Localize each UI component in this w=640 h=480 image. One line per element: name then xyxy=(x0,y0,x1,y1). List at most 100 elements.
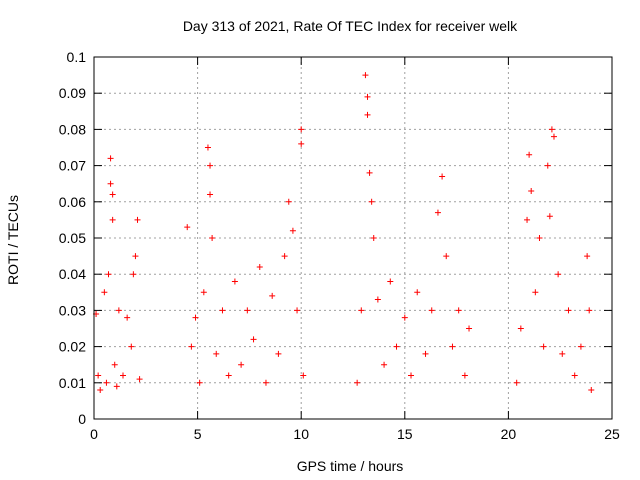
data-point xyxy=(128,343,135,350)
y-tick-label: 0.05 xyxy=(59,230,86,246)
data-point xyxy=(209,235,216,241)
data-point xyxy=(528,187,535,194)
x-tick-label: 0 xyxy=(90,426,98,442)
data-point xyxy=(107,180,114,187)
chart-title: Day 313 of 2021, Rate Of TEC Index for r… xyxy=(183,18,518,34)
data-point xyxy=(524,216,531,223)
data-point xyxy=(546,213,553,220)
data-point xyxy=(455,307,462,314)
y-tick-label: 0.08 xyxy=(59,121,86,137)
data-point xyxy=(362,72,369,79)
data-point xyxy=(584,253,591,260)
data-point xyxy=(231,278,238,285)
data-point xyxy=(105,271,112,278)
data-point xyxy=(196,379,203,386)
grid-lines xyxy=(94,57,612,419)
data-point xyxy=(134,216,141,223)
data-point xyxy=(136,376,143,383)
data-point xyxy=(517,325,524,332)
y-tick-label: 0.09 xyxy=(59,85,86,101)
data-point xyxy=(298,126,305,133)
data-point xyxy=(238,361,245,368)
data-point xyxy=(408,372,415,379)
data-point xyxy=(213,350,220,357)
data-point xyxy=(548,126,555,133)
y-tick-label: 0 xyxy=(78,411,86,427)
data-point xyxy=(532,289,539,296)
y-axis-ticks: 0 0.01 0.02 0.03 0.04 0.05 0.06 0.07 0.08 0.09 0.1 xyxy=(59,49,612,427)
data-point xyxy=(588,387,595,394)
data-point xyxy=(370,235,377,241)
data-point xyxy=(354,379,361,386)
data-point xyxy=(200,289,207,296)
y-tick-label: 0.07 xyxy=(59,158,86,174)
data-point xyxy=(269,292,276,299)
data-point xyxy=(109,191,116,198)
y-tick-label: 0.01 xyxy=(59,375,86,391)
data-point xyxy=(526,151,533,158)
data-point xyxy=(275,350,282,357)
data-point xyxy=(422,350,429,357)
data-point xyxy=(111,361,118,368)
data-point xyxy=(540,343,547,350)
y-tick-label: 0.1 xyxy=(67,49,87,65)
data-point xyxy=(120,372,127,379)
data-point xyxy=(244,307,251,314)
data-point xyxy=(393,343,400,350)
data-point xyxy=(466,325,473,332)
data-point xyxy=(387,278,394,285)
data-point xyxy=(113,383,120,390)
data-point xyxy=(204,144,211,151)
data-point xyxy=(513,379,520,386)
data-point xyxy=(358,307,365,314)
x-tick-label: 5 xyxy=(194,426,202,442)
data-point xyxy=(281,253,288,260)
data-point xyxy=(559,350,566,357)
data-point xyxy=(374,296,381,303)
data-point xyxy=(565,307,572,314)
data-point xyxy=(289,227,296,234)
data-point xyxy=(97,387,104,394)
data-point xyxy=(368,198,375,205)
x-tick-label: 10 xyxy=(293,426,309,442)
data-point xyxy=(577,343,584,350)
y-tick-label: 0.06 xyxy=(59,194,86,210)
data-point xyxy=(449,343,456,350)
data-point xyxy=(414,289,421,296)
y-tick-label: 0.03 xyxy=(59,302,86,318)
data-point xyxy=(207,162,214,169)
data-point xyxy=(192,314,199,321)
x-axis-ticks: 0 5 10 15 20 25 xyxy=(90,57,620,442)
data-point xyxy=(294,307,301,314)
data-point xyxy=(107,155,114,162)
x-tick-label: 25 xyxy=(604,426,620,442)
data-point xyxy=(109,216,116,223)
data-point xyxy=(95,372,102,379)
data-point xyxy=(285,198,292,205)
data-point xyxy=(428,307,435,314)
data-point xyxy=(366,169,373,176)
data-point xyxy=(132,253,139,260)
data-point xyxy=(555,271,562,278)
data-point xyxy=(536,235,543,241)
data-point xyxy=(298,140,305,147)
y-tick-label: 0.02 xyxy=(59,339,86,355)
data-point xyxy=(101,289,108,296)
data-point xyxy=(381,361,388,368)
data-point xyxy=(262,379,269,386)
x-axis-label: GPS time / hours xyxy=(297,458,404,474)
data-point xyxy=(443,253,450,260)
data-point xyxy=(544,162,551,169)
data-point xyxy=(550,133,557,140)
x-tick-label: 20 xyxy=(501,426,517,442)
data-point xyxy=(103,379,110,386)
data-point xyxy=(461,372,468,379)
data-point xyxy=(364,93,371,100)
data-point xyxy=(300,372,307,379)
data-point xyxy=(115,307,122,314)
data-point xyxy=(124,314,131,321)
data-point xyxy=(439,173,446,180)
y-tick-label: 0.04 xyxy=(59,266,86,282)
data-point xyxy=(219,307,226,314)
